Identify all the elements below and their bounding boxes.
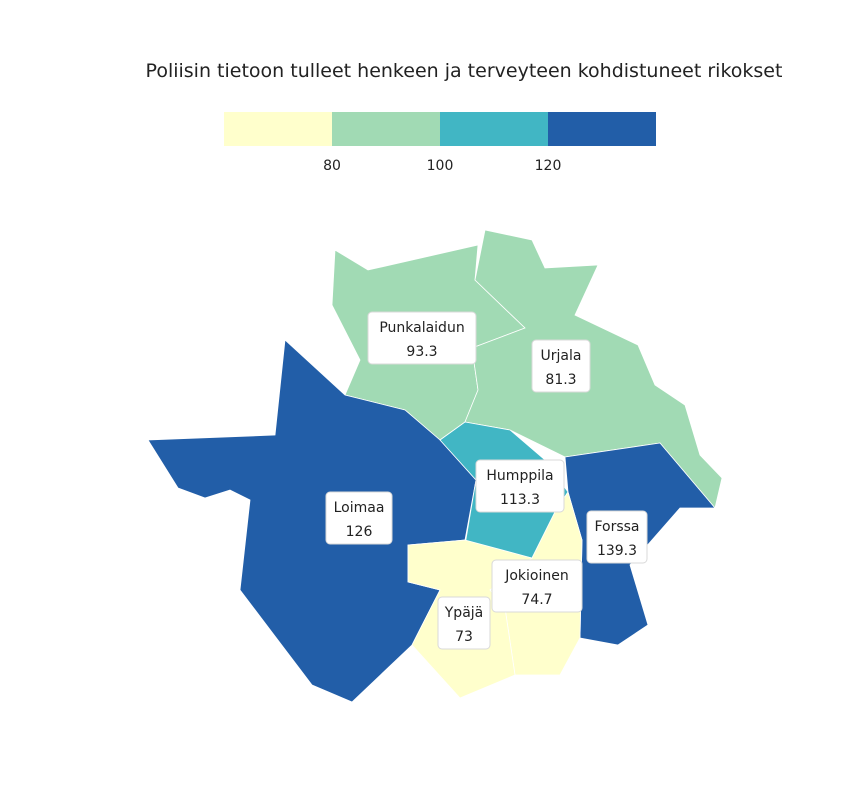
region-value-ypaja: 73 — [455, 629, 473, 645]
label-loimaa: Loimaa 126 — [325, 491, 393, 545]
region-labels: Punkalaidun 93.3 Urjala 81.3 Loimaa 126 … — [325, 311, 648, 650]
color-legend: 80 100 120 — [224, 112, 656, 174]
label-jokioinen: Jokioinen 74.7 — [491, 559, 583, 613]
region-name-punkalaidun: Punkalaidun — [379, 320, 464, 336]
region-name-forssa: Forssa — [594, 519, 639, 535]
region-name-ypaja: Ypäjä — [444, 605, 484, 621]
legend-bin-3 — [440, 112, 548, 146]
label-box-punkalaidun — [367, 311, 477, 365]
label-urjala: Urjala 81.3 — [531, 339, 591, 393]
label-humppila: Humppila 113.3 — [475, 459, 565, 513]
legend-bin-2 — [332, 112, 440, 146]
region-name-loimaa: Loimaa — [334, 500, 385, 516]
legend-tick-2: 100 — [427, 158, 454, 174]
map-title: Poliisin tietoon tulleet henkeen ja terv… — [146, 60, 783, 82]
label-box-forssa — [586, 510, 648, 564]
label-box-jokioinen — [491, 559, 583, 613]
label-box-urjala — [531, 339, 591, 393]
label-forssa: Forssa 139.3 — [586, 510, 648, 564]
label-box-loimaa — [325, 491, 393, 545]
region-value-jokioinen: 74.7 — [521, 592, 552, 608]
region-name-jokioinen: Jokioinen — [504, 568, 569, 584]
label-box-humppila — [475, 459, 565, 513]
region-value-urjala: 81.3 — [545, 372, 576, 388]
region-value-humppila: 113.3 — [500, 492, 540, 508]
label-punkalaidun: Punkalaidun 93.3 — [367, 311, 477, 365]
region-value-punkalaidun: 93.3 — [406, 344, 437, 360]
region-name-humppila: Humppila — [486, 468, 553, 484]
label-box-ypaja — [437, 596, 491, 650]
label-ypaja: Ypäjä 73 — [437, 596, 491, 650]
legend-tick-1: 80 — [323, 158, 341, 174]
legend-tick-3: 120 — [535, 158, 562, 174]
region-value-forssa: 139.3 — [597, 543, 637, 559]
region-name-urjala: Urjala — [541, 348, 582, 364]
legend-bin-4 — [548, 112, 656, 146]
regions — [147, 229, 723, 703]
region-value-loimaa: 126 — [346, 524, 373, 540]
legend-bin-1 — [224, 112, 332, 146]
